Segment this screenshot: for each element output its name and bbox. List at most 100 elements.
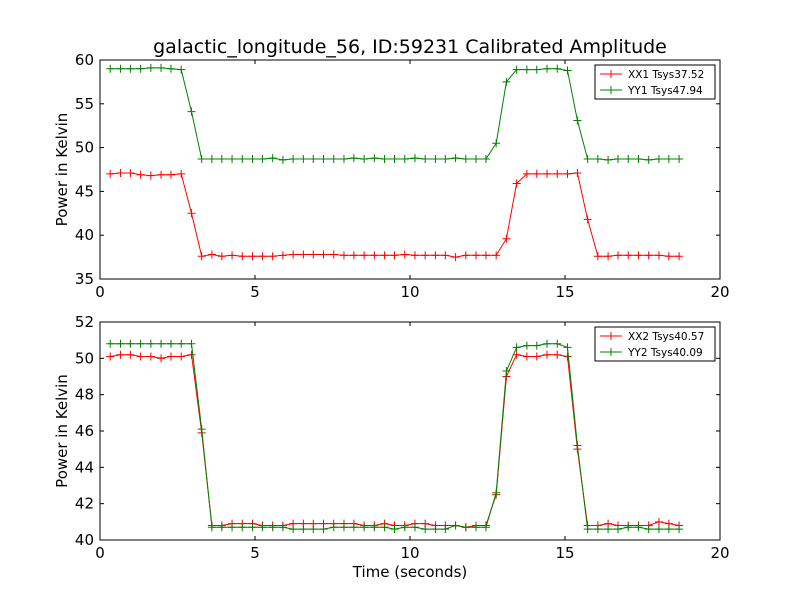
y-tick-label: 42 xyxy=(75,495,94,513)
data-point xyxy=(228,523,237,532)
x-tick-label: 10 xyxy=(400,283,419,301)
data-point xyxy=(553,339,562,348)
data-point xyxy=(238,252,247,261)
data-point xyxy=(604,525,613,534)
data-point xyxy=(380,251,389,260)
data-point xyxy=(441,251,450,260)
data-point xyxy=(157,339,166,348)
data-point xyxy=(258,252,267,261)
data-point xyxy=(299,154,308,163)
data-point xyxy=(187,350,196,359)
data-point xyxy=(136,339,145,348)
data-point xyxy=(319,154,328,163)
data-point xyxy=(532,65,541,74)
data-point xyxy=(583,215,592,224)
data-point xyxy=(177,352,186,361)
data-point xyxy=(177,65,186,74)
data-point xyxy=(553,350,562,359)
data-point xyxy=(207,523,216,532)
data-point xyxy=(197,154,206,163)
data-point xyxy=(553,169,562,178)
legend-marker xyxy=(607,348,615,356)
data-point xyxy=(360,251,369,260)
data-point xyxy=(624,523,633,532)
data-point xyxy=(157,170,166,179)
data-point xyxy=(461,523,470,532)
data-point xyxy=(278,155,287,164)
data-point xyxy=(177,169,186,178)
data-point xyxy=(187,209,196,218)
y-tick-label: 60 xyxy=(75,51,94,69)
x-tick-label: 15 xyxy=(555,544,574,562)
data-point xyxy=(390,251,399,260)
data-point xyxy=(644,251,653,260)
legend: XX2 Tsys40.57 YY2 Tsys40.09 xyxy=(594,326,716,362)
data-point xyxy=(522,341,531,350)
data-point xyxy=(604,155,613,164)
data-point xyxy=(166,352,175,361)
data-point xyxy=(126,64,135,73)
data-point xyxy=(472,154,481,163)
x-tick-label: 0 xyxy=(95,283,105,301)
data-point xyxy=(634,154,643,163)
data-point xyxy=(390,525,399,534)
data-point xyxy=(228,251,237,260)
data-point xyxy=(400,523,409,532)
data-point xyxy=(553,64,562,73)
data-point xyxy=(461,251,470,260)
data-point xyxy=(492,488,501,497)
data-point xyxy=(217,252,226,261)
y-tick-label: 40 xyxy=(75,531,94,549)
data-point xyxy=(329,250,338,259)
y-tick-label: 52 xyxy=(75,313,94,331)
data-point xyxy=(583,525,592,534)
data-point xyxy=(593,525,602,534)
data-point xyxy=(238,154,247,163)
data-point xyxy=(329,154,338,163)
data-point xyxy=(309,525,318,534)
data-point xyxy=(573,441,582,450)
data-point xyxy=(126,339,135,348)
data-point xyxy=(563,66,572,75)
data-point xyxy=(309,250,318,259)
data-point xyxy=(268,252,277,261)
data-point xyxy=(146,339,155,348)
data-point xyxy=(492,251,501,260)
data-point xyxy=(431,525,440,534)
data-point xyxy=(166,170,175,179)
data-point xyxy=(441,525,450,534)
data-point xyxy=(472,523,481,532)
data-point xyxy=(187,107,196,116)
data-point xyxy=(522,169,531,178)
data-point xyxy=(543,64,552,73)
data-point xyxy=(278,523,287,532)
data-point xyxy=(248,154,257,163)
x-tick-label: 20 xyxy=(710,544,729,562)
y-tick-label: 44 xyxy=(75,458,94,476)
legend-label: YY2 Tsys40.09 xyxy=(627,347,703,359)
data-point xyxy=(675,154,684,163)
data-point xyxy=(664,252,673,261)
data-point xyxy=(614,251,623,260)
data-point xyxy=(197,425,206,434)
data-point xyxy=(380,523,389,532)
data-point xyxy=(492,139,501,148)
data-point xyxy=(461,154,470,163)
x-tick-label: 5 xyxy=(250,283,260,301)
data-point xyxy=(604,252,613,261)
data-point xyxy=(512,65,521,74)
y-tick-label: 50 xyxy=(75,349,94,367)
data-point xyxy=(126,169,135,178)
data-point xyxy=(116,169,125,178)
data-point xyxy=(654,251,663,260)
data-point xyxy=(360,154,369,163)
data-point xyxy=(664,154,673,163)
data-point xyxy=(654,154,663,163)
data-point xyxy=(675,525,684,534)
data-point xyxy=(329,523,338,532)
data-point xyxy=(309,154,318,163)
data-point xyxy=(512,343,521,352)
data-point xyxy=(177,339,186,348)
data-point xyxy=(207,154,216,163)
